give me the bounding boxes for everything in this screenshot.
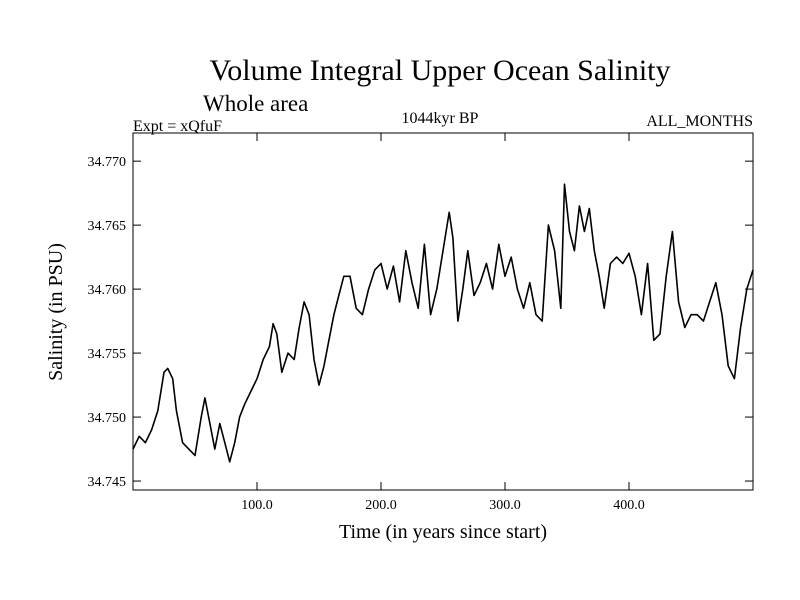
months-label: ALL_MONTHS	[646, 113, 753, 130]
experiment-label: Expt = xQfuF	[133, 118, 222, 135]
salinity-series-line	[132, 183, 754, 463]
y-tick-label: 34.760	[88, 283, 127, 298]
plot-frame	[132, 132, 754, 491]
x-tick-label: 300.0	[489, 498, 521, 513]
y-tick-label: 34.745	[88, 475, 127, 490]
y-tick-label: 34.755	[88, 347, 127, 362]
period-label: 1044kyr BP	[402, 110, 479, 127]
y-tick-label: 34.750	[88, 411, 127, 426]
y-axis-label: Salinity (in PSU)	[45, 243, 67, 381]
x-tick-label: 200.0	[365, 498, 397, 513]
chart-title: Volume Integral Upper Ocean Salinity	[210, 54, 671, 87]
x-axis: 100.0 200.0 300.0 400.0	[241, 133, 645, 513]
y-tick-label: 34.765	[88, 219, 127, 234]
x-axis-label: Time (in years since start)	[339, 521, 547, 543]
chart-subtitle: Whole area	[203, 91, 308, 116]
y-tick-label: 34.770	[88, 155, 127, 170]
x-tick-label: 100.0	[241, 498, 273, 513]
x-tick-label: 400.0	[613, 498, 645, 513]
y-axis: 34.745 34.750 34.755 34.760 34.765 34.770	[88, 155, 753, 490]
